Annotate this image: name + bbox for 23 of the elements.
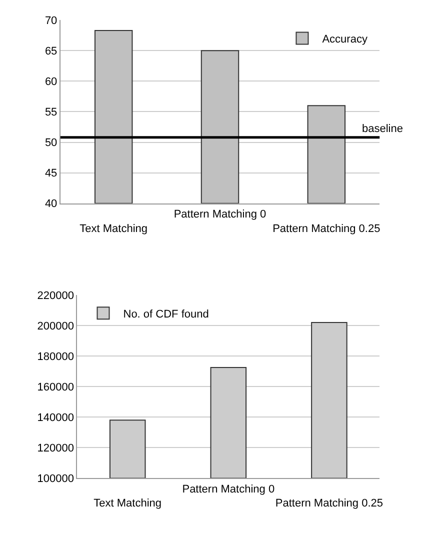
y-tick-label: 40 xyxy=(44,198,58,210)
y-tick-label: 70 xyxy=(44,14,58,27)
x-tick-label: Pattern Matching 0 xyxy=(182,483,275,496)
y-tick-label: 160000 xyxy=(37,381,74,394)
x-tick-label: Text Matching xyxy=(80,222,148,235)
x-tick-label: Pattern Matching 0 xyxy=(174,208,266,221)
legend-label: No. of CDF found xyxy=(123,308,209,320)
y-tick-label: 200000 xyxy=(37,320,74,332)
y-tick-label: 50 xyxy=(44,137,58,150)
y-tick-label: 140000 xyxy=(37,412,74,424)
y-tick-label: 120000 xyxy=(37,442,74,454)
y-tick-label: 220000 xyxy=(37,290,74,302)
legend-label: Accuracy xyxy=(322,34,368,46)
y-tick-label: 65 xyxy=(44,45,58,58)
y-tick-label: 55 xyxy=(44,106,58,119)
ref-line-label: baseline xyxy=(362,123,403,135)
y-tick-label: 100000 xyxy=(37,473,74,486)
y-tick-label: 45 xyxy=(44,168,58,180)
x-tick-label: Pattern Matching 0.25 xyxy=(275,498,384,510)
y-tick-label: 60 xyxy=(44,76,58,88)
y-tick-label: 180000 xyxy=(37,350,74,363)
x-tick-label: Text Matching xyxy=(94,498,162,510)
x-tick-label: Pattern Matching 0.25 xyxy=(272,222,380,235)
